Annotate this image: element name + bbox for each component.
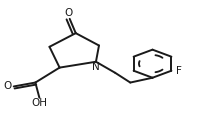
Text: N: N	[93, 62, 100, 72]
Text: O: O	[4, 81, 12, 91]
Text: O: O	[65, 8, 73, 18]
Text: F: F	[176, 66, 182, 76]
Text: OH: OH	[32, 98, 48, 108]
